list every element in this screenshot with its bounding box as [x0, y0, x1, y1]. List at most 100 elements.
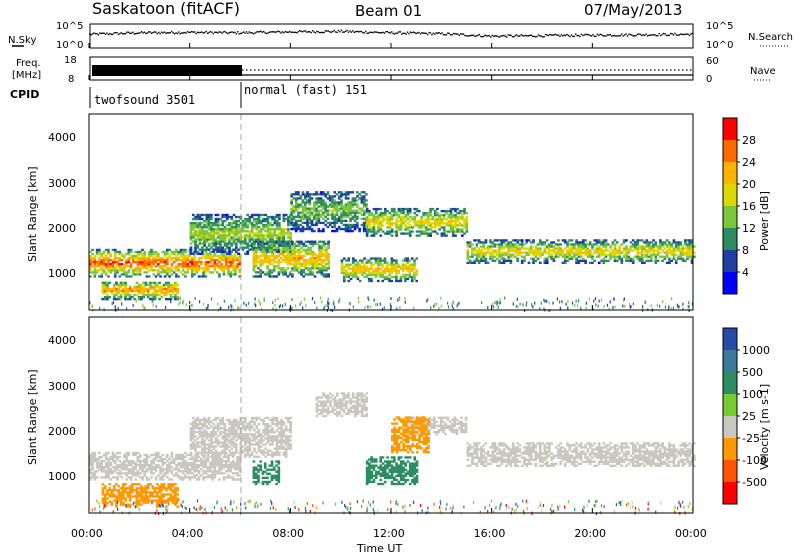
power-cells-cell — [572, 251, 576, 254]
power-cells-cell — [620, 251, 624, 254]
power-colorbar-tick: 4 — [742, 266, 749, 279]
velocity-cells-cell — [152, 461, 156, 465]
noise-point — [313, 31, 315, 33]
power-cells-cell — [475, 239, 479, 242]
power-cells-cell — [475, 251, 479, 254]
power-cells-cell — [158, 293, 161, 297]
power-cells-cell — [286, 242, 290, 245]
power-cells-speckle — [117, 306, 119, 310]
power-cells-cell — [563, 247, 567, 250]
power-cells-cell — [103, 281, 107, 284]
power-cells-cell — [480, 251, 483, 254]
power-cells-cell — [383, 267, 387, 270]
power-cells-speckle — [203, 302, 205, 306]
power-cells-cell — [232, 248, 236, 251]
noise-point — [160, 31, 163, 33]
power-cells-cell — [168, 267, 171, 270]
velocity-cells-cell — [122, 468, 126, 471]
noise-point — [170, 30, 173, 33]
power-cells-cell — [320, 244, 324, 248]
power-cells-cell — [381, 259, 385, 262]
power-cells-cell — [381, 271, 385, 275]
power-cells-cell — [176, 291, 179, 295]
power-cells-cell — [383, 207, 387, 211]
noise-point — [668, 34, 670, 36]
power-cells-cell — [514, 245, 517, 248]
power-cells-cell — [144, 281, 148, 284]
power-cells-cell — [613, 251, 617, 254]
power-cells-cell — [271, 242, 274, 245]
power-cells-cell — [291, 258, 294, 262]
power-cells-cell — [275, 226, 279, 229]
power-cells-cell — [362, 217, 366, 221]
power-cells-speckle — [126, 307, 128, 311]
velocity-cells-cell — [202, 476, 205, 479]
power-cells-cell — [408, 209, 412, 213]
power-cells-cell — [383, 259, 387, 262]
velocity-cells-cell — [136, 455, 140, 459]
power-cells-cell — [345, 271, 348, 275]
power-cells-cell — [395, 277, 398, 281]
velocity-cells-cell — [122, 455, 126, 459]
power-cells-cell — [138, 250, 142, 254]
power-cells-cell — [602, 257, 606, 260]
power-cells-cell — [397, 271, 400, 275]
power-cells-cell — [402, 216, 405, 219]
power-cells-cell — [279, 242, 283, 245]
power-cells-cell — [429, 234, 432, 237]
power-cells-cell — [250, 226, 254, 229]
power-cells-cell — [303, 215, 307, 218]
power-cells-cell — [575, 253, 578, 256]
noise-point — [425, 32, 427, 35]
power-cells-cell — [202, 269, 205, 272]
power-cells-cell — [649, 241, 653, 244]
power-cells-cell — [228, 240, 231, 243]
velocity-cells-cell — [112, 499, 116, 502]
power-cells-cell — [268, 269, 272, 272]
velocity-cells-cell — [175, 455, 178, 459]
power-cells-cell — [108, 289, 112, 293]
power-cells-cell — [374, 212, 378, 215]
power-cells-cell — [374, 230, 378, 233]
power-cells-cell — [221, 240, 225, 243]
power-cells-cell — [395, 269, 398, 272]
power-cells-cell — [636, 249, 640, 252]
power-cells-cell — [306, 211, 309, 214]
power-cells-cell — [309, 267, 312, 270]
power-cells-cell — [301, 213, 305, 216]
power-cells-cell — [193, 267, 196, 270]
power-cells-cell — [150, 265, 153, 268]
power-cells-cell — [324, 223, 327, 227]
power-cells-cell — [395, 263, 398, 266]
power-cells-cell — [194, 238, 197, 241]
velocity-cells-cell — [227, 466, 230, 469]
power-cells-cell — [159, 267, 162, 270]
power-cells-cell — [103, 283, 107, 287]
power-cells-cell — [295, 263, 299, 266]
power-cells-cell — [511, 239, 515, 242]
power-cells-cell — [511, 245, 515, 248]
power-cells-cell — [211, 254, 214, 258]
power-cells-cell — [295, 256, 299, 260]
power-cells-cell — [191, 213, 195, 217]
velocity-cells-cell — [195, 464, 199, 467]
noise-point — [274, 31, 276, 33]
velocity-cells-cell — [193, 474, 196, 477]
power-cells-cell — [415, 207, 419, 211]
velocity-cells-cell — [181, 470, 185, 473]
power-cells-cell — [177, 265, 180, 268]
power-cells-speckle — [302, 306, 304, 310]
velocity-cells-cell — [188, 472, 192, 475]
power-cells-cell — [429, 209, 432, 213]
power-cells-cell — [433, 214, 437, 217]
power-cells-cell — [186, 265, 190, 268]
power-cells-cell — [286, 261, 290, 264]
power-cells-cell — [134, 269, 137, 272]
power-cells-cell — [445, 218, 448, 221]
power-cells-cell — [566, 255, 569, 258]
power-cells-cell — [674, 259, 678, 262]
power-cells-cell — [550, 255, 553, 258]
power-cells-cell — [284, 246, 287, 250]
power-cells-cell — [166, 263, 169, 266]
power-cells-cell — [346, 213, 350, 216]
